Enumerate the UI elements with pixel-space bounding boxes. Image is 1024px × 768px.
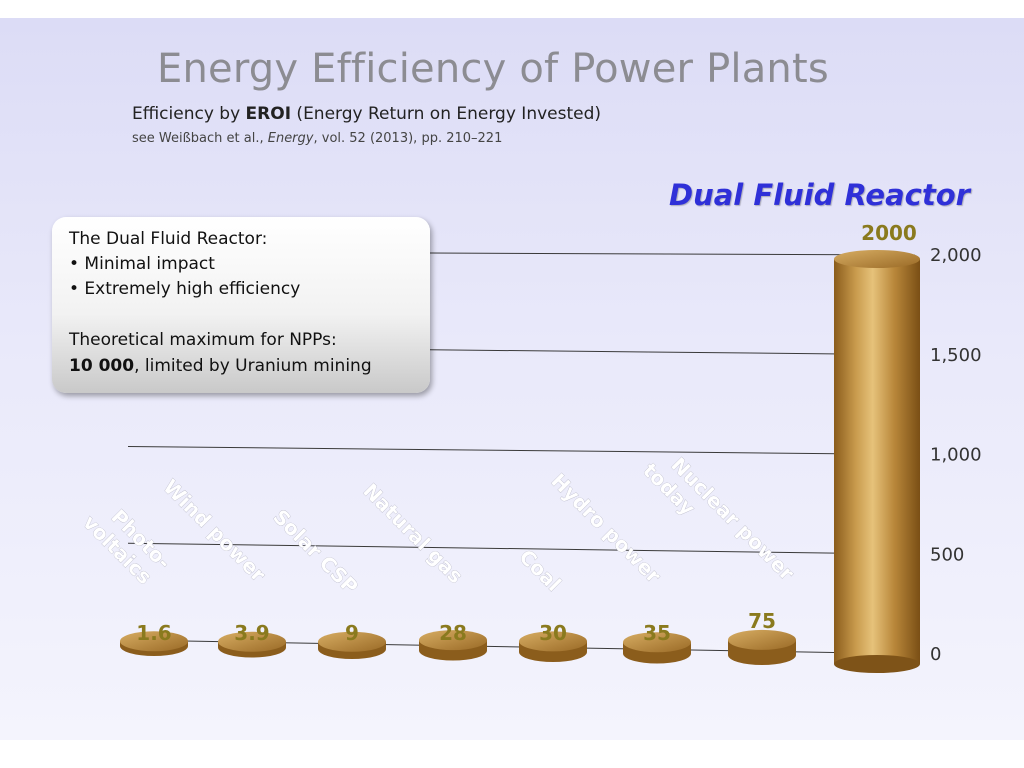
reference-suffix: , vol. 52 (2013), pp. 210–221 — [313, 131, 503, 146]
data-label: 1.6 — [136, 621, 171, 645]
data-label: 2000 — [861, 221, 917, 245]
dual-fluid-reactor-label: Dual Fluid Reactor — [669, 178, 970, 212]
reference-citation: see Weißbach et al., Energy, vol. 52 (20… — [132, 131, 502, 146]
bar-disc — [519, 631, 587, 662]
bar-body — [834, 259, 920, 664]
subtitle-bold: EROI — [245, 104, 292, 124]
gridline-500 — [127, 542, 916, 555]
bar-top — [834, 250, 920, 268]
category-label: Wind power — [158, 475, 270, 587]
category-label: Natural gas — [358, 479, 468, 589]
category-label: Photo-voltaics — [78, 493, 176, 591]
category-label: Coal — [514, 545, 565, 596]
category-label: Nuclear powertoday — [638, 441, 799, 602]
subtitle-suffix: (Energy Return on Energy Invested) — [291, 104, 602, 124]
info-bullet-1: • Minimal impact — [69, 254, 215, 274]
data-label: 30 — [539, 621, 567, 645]
data-label: 35 — [643, 621, 671, 645]
info-heading: The Dual Fluid Reactor: — [69, 229, 268, 249]
info-box: The Dual Fluid Reactor: • Minimal impact… — [52, 217, 430, 393]
reference-prefix: see Weißbach et al., — [132, 131, 268, 146]
bar-disc — [318, 631, 386, 659]
bar-top — [519, 631, 587, 652]
bar-disc — [623, 632, 691, 664]
bar-disc — [120, 631, 188, 656]
slide-background: 0 500 1,000 1,500 2,000 1.6 3.9 9 28 30 35 75 2000 Ph… — [0, 18, 1024, 740]
bar-top — [318, 631, 386, 652]
data-label: 9 — [345, 621, 359, 645]
data-label: 3.9 — [234, 621, 269, 645]
category-label-line: Wind power — [158, 475, 270, 587]
gridline-1000 — [127, 446, 916, 455]
info-note-line-2: 10 000, limited by Uranium mining — [69, 356, 372, 376]
bar-disc — [419, 630, 487, 661]
bar-disc — [728, 629, 796, 665]
bar-top — [728, 629, 796, 650]
category-label-line: Natural gas — [358, 479, 468, 589]
y-tick-label: 500 — [930, 544, 964, 565]
info-note-rest: , limited by Uranium mining — [134, 356, 372, 376]
bar-top — [120, 631, 188, 652]
chart-subtitle: Efficiency by EROI (Energy Return on Ene… — [132, 104, 601, 124]
bar-base — [834, 655, 920, 673]
reference-journal: Energy — [267, 131, 314, 146]
y-tick-label: 2,000 — [930, 245, 982, 266]
y-tick-label: 1,000 — [930, 445, 982, 466]
category-label-line: Nuclear power — [666, 453, 799, 586]
info-note-line-1: Theoretical maximum for NPPs: — [69, 330, 337, 350]
category-label: Solar CSP — [268, 505, 362, 599]
bar-top — [218, 631, 286, 652]
eroi-bar-chart: 0 500 1,000 1,500 2,000 1.6 3.9 9 28 30 35 75 2000 Ph… — [78, 221, 982, 673]
y-tick-label: 0 — [930, 644, 941, 665]
data-label: 75 — [748, 609, 776, 633]
bar-cylinder — [834, 250, 920, 673]
info-note-bold: 10 000 — [69, 356, 135, 376]
bar-top — [419, 630, 487, 651]
category-label: Hydro power — [546, 469, 665, 588]
category-label-line: Coal — [514, 545, 565, 596]
page-title: Energy Efficiency of Power Plants — [157, 46, 829, 92]
y-tick-label: 1,500 — [930, 345, 982, 366]
subtitle-prefix: Efficiency by — [132, 104, 246, 124]
category-label-line: Solar CSP — [268, 505, 362, 599]
category-label-line: Hydro power — [546, 469, 665, 588]
bar-disc — [218, 631, 286, 658]
info-bullet-2: • Extremely high efficiency — [69, 279, 301, 299]
bar-top — [623, 632, 691, 653]
gridline-2000 — [429, 252, 916, 256]
data-label: 28 — [439, 621, 467, 645]
